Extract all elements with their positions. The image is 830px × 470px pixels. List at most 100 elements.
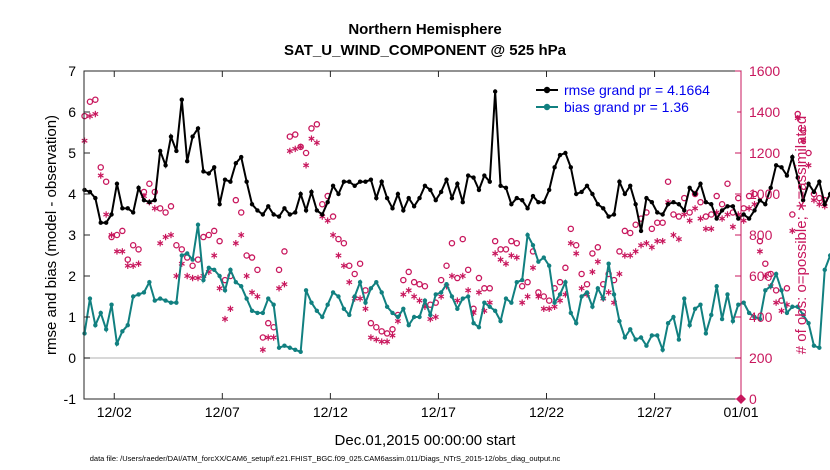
possible-point	[464, 266, 472, 274]
possible-point	[762, 260, 769, 267]
bias-point	[455, 306, 460, 311]
assimilated-point	[729, 223, 736, 230]
bias-point	[449, 294, 455, 299]
assimilated-stroke	[330, 232, 337, 238]
assimilated-stroke	[357, 296, 364, 301]
rmse-point	[287, 212, 293, 217]
bias-point	[168, 300, 174, 305]
x-tick-label: 12/07	[205, 404, 240, 420]
assimilated-point	[259, 346, 266, 353]
bias-point	[622, 335, 628, 340]
assimilated-point	[130, 262, 137, 269]
legend-bias-label: bias grand pr = 1.36	[564, 99, 689, 115]
rmse-point	[298, 191, 303, 197]
bias-point	[471, 320, 476, 326]
possible-point	[200, 233, 207, 241]
rmse-point	[384, 195, 390, 201]
rmse-point	[552, 165, 557, 170]
possible-point	[410, 278, 418, 286]
rmse-point	[433, 197, 438, 203]
assimilated-stroke	[313, 140, 320, 145]
assimilated-point	[113, 248, 121, 255]
bias-point	[363, 300, 368, 305]
assimilated-point	[702, 225, 709, 233]
possible-point	[248, 254, 256, 261]
rmse-point	[617, 179, 622, 184]
legend-box	[531, 79, 737, 117]
rmse-point	[233, 161, 239, 166]
y-right-tick-label: 1600	[749, 63, 780, 79]
assimilated-stroke	[670, 232, 677, 238]
bias-point	[325, 302, 330, 307]
assimilated-stroke	[292, 146, 299, 152]
assimilated-point	[643, 240, 650, 247]
bias-point	[822, 267, 827, 273]
assimilated-stroke	[556, 298, 564, 303]
possible-point	[491, 237, 499, 245]
assimilated-point	[157, 240, 164, 247]
assimilated-stroke	[167, 232, 175, 238]
possible-point	[708, 211, 715, 218]
assimilated-stroke	[97, 173, 104, 178]
assimilated-point	[416, 297, 423, 304]
possible-point	[378, 328, 385, 335]
bias-point	[87, 296, 93, 301]
possible-point	[459, 235, 466, 243]
assimilated-point	[232, 240, 239, 247]
bias-point	[141, 290, 147, 295]
bias-point	[498, 318, 503, 324]
assimilated-point	[432, 313, 439, 321]
bias-point	[487, 304, 492, 309]
possible-point	[129, 241, 137, 249]
rmse-point	[730, 204, 736, 209]
bias-point	[395, 314, 401, 320]
assimilated-stroke	[335, 253, 342, 258]
assimilated-point	[546, 305, 553, 312]
bias-point	[606, 261, 611, 266]
rmse-point	[147, 200, 152, 205]
rmse-point	[266, 204, 271, 209]
assimilated-stroke	[794, 116, 801, 121]
bias-point	[249, 308, 255, 314]
possible-point	[783, 285, 791, 292]
bias-point	[530, 243, 536, 248]
possible-point	[264, 319, 272, 327]
assimilated-stroke	[108, 232, 115, 238]
rmse-point	[584, 183, 590, 188]
assimilated-point	[243, 272, 250, 280]
assimilated-point	[475, 289, 483, 296]
rmse-point	[595, 202, 601, 207]
rmse-point	[806, 181, 811, 186]
rmse-point	[130, 210, 136, 215]
assimilated-stroke	[740, 218, 747, 223]
rmse-point	[293, 210, 298, 215]
possible-point	[205, 231, 213, 239]
assimilated-point	[81, 137, 88, 144]
y-right-tick-label: 800	[749, 227, 773, 243]
bias-point	[584, 290, 590, 295]
rmse-point	[330, 183, 336, 188]
assimilated-point	[529, 264, 537, 271]
bias-point	[206, 265, 212, 270]
bias-point	[368, 286, 374, 291]
bias-point	[660, 347, 665, 352]
assimilated-point	[621, 252, 628, 259]
possible-point	[508, 237, 515, 245]
bias-point	[557, 292, 563, 297]
bias-point	[347, 312, 352, 318]
y-tick-label: 6	[68, 104, 76, 120]
bias-point	[82, 331, 87, 336]
assimilated-stroke	[270, 335, 277, 340]
rmse-point	[341, 179, 347, 184]
possible-point	[335, 235, 342, 243]
rmse-point	[660, 212, 665, 217]
legend-rmse-label: rmse grand pr = 4.1664	[564, 82, 710, 98]
bias-point	[482, 300, 487, 305]
x-axis-label: Dec.01,2015 00:00:00 start	[335, 432, 517, 449]
rmse-point	[476, 187, 482, 193]
assimilated-point	[816, 201, 823, 208]
rmse-point	[93, 195, 98, 201]
rmse-point	[244, 179, 249, 184]
assimilated-point	[524, 293, 531, 300]
